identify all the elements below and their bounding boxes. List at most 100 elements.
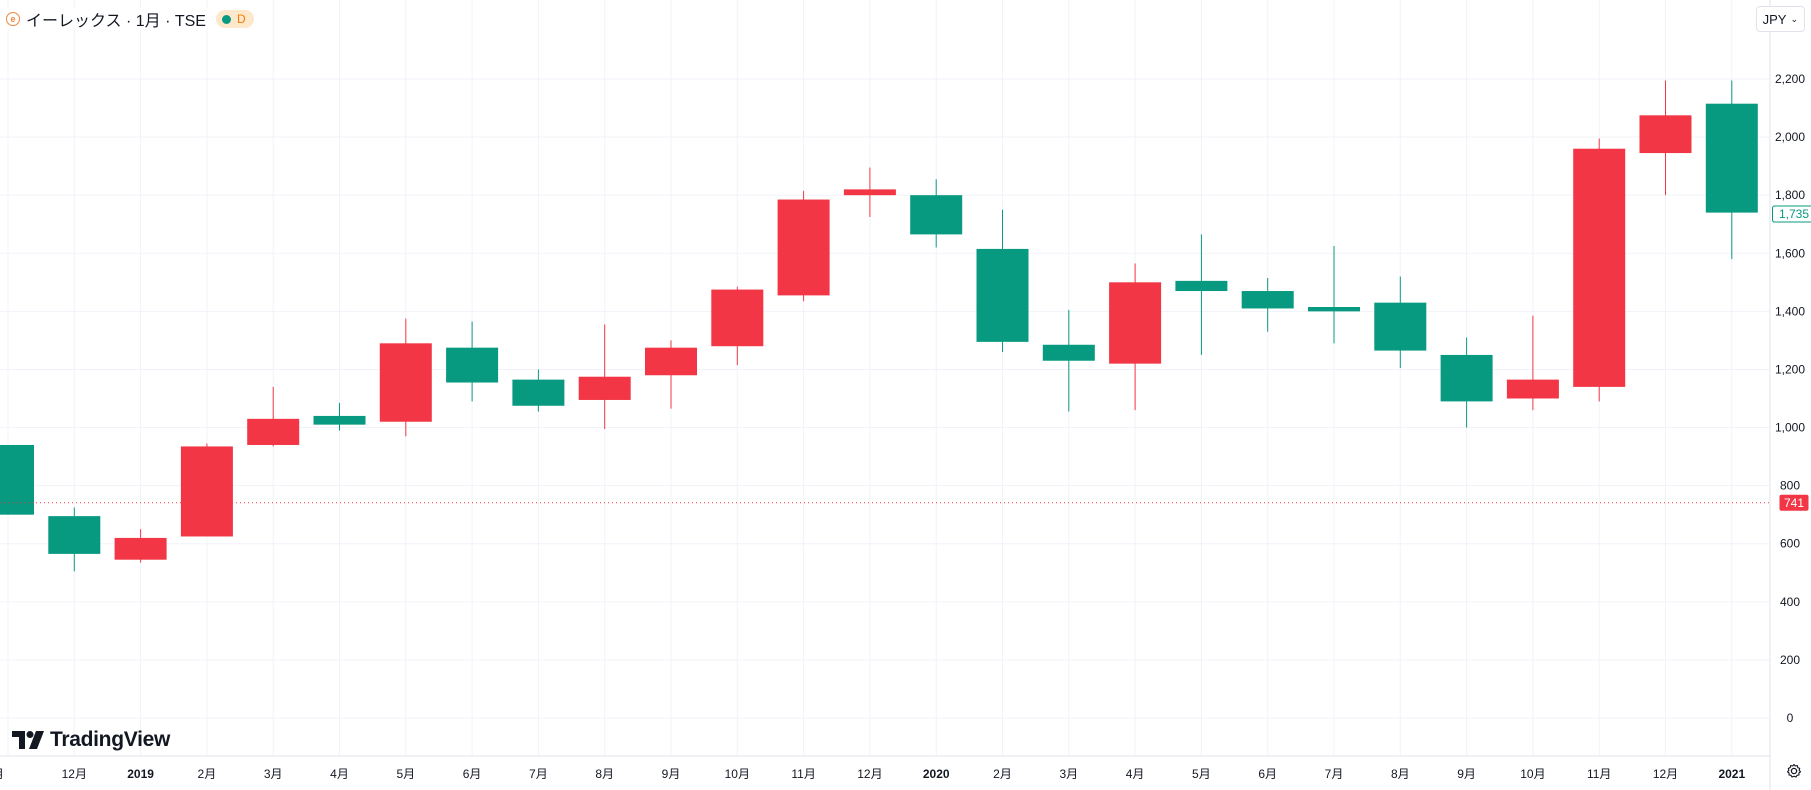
time-axis[interactable]: 月 12月 2019 2月 3月 4月 5月 6月 7月 8月 9月 10月 11月 12月 2020 2月 3… [0, 767, 1745, 781]
x-tick-label: 12月 [62, 767, 87, 781]
status-label: D [236, 12, 246, 26]
x-tick-label: 3月 [264, 767, 283, 781]
y-tick-label: 800 [1780, 479, 1800, 493]
candle [313, 402, 366, 431]
x-tick-label: 5月 [396, 767, 415, 781]
candle-body [1705, 103, 1758, 213]
candle [1042, 309, 1095, 412]
candle [1705, 80, 1758, 260]
x-tick-label: 8月 [1391, 767, 1410, 781]
x-tick-label: 7月 [529, 767, 548, 781]
candle-body [512, 379, 565, 406]
x-tick-label: 7月 [1325, 767, 1344, 781]
candle-body [645, 347, 697, 376]
chart-grid [0, 0, 1770, 756]
candle [976, 209, 1029, 353]
price-axis[interactable]: 2,200 2,000 1,800 1,600 1,400 1,200 1,000 800 60… [1775, 72, 1805, 725]
price-label-bg [1772, 205, 1811, 223]
x-tick-label: 2月 [993, 767, 1012, 781]
price-label: 1,735 [1772, 205, 1811, 223]
candle-body [379, 343, 432, 422]
y-tick-label: 1,600 [1775, 246, 1805, 260]
candle-body [313, 415, 366, 425]
candle [379, 318, 432, 437]
candle [512, 369, 565, 412]
candle [114, 529, 167, 563]
x-tick-label: 6月 [1258, 767, 1277, 781]
chevron-down-icon: ⌄ [1790, 13, 1798, 24]
candle-body [1175, 280, 1228, 292]
x-tick-label: 9月 [662, 767, 681, 781]
tradingview-mark-icon [12, 731, 44, 749]
x-tick-label: 3月 [1059, 767, 1078, 781]
x-tick-label: 8月 [595, 767, 614, 781]
x-tick-label: 11月 [1587, 767, 1611, 781]
candle-body [711, 289, 764, 347]
x-tick-label: 月 [0, 767, 4, 781]
y-tick-label: 1,200 [1775, 362, 1805, 376]
candle-body [910, 195, 963, 235]
x-tick-label: 12月 [857, 767, 882, 781]
candle [1639, 80, 1692, 196]
candle-body [777, 199, 830, 296]
price-label-text: 1,735 [1779, 207, 1809, 221]
x-tick-label: 10月 [725, 767, 750, 781]
y-tick-label: 1,000 [1775, 421, 1805, 435]
candle [1506, 315, 1559, 411]
x-tick-label: 2020 [923, 767, 950, 781]
candle [48, 507, 101, 572]
candle-body [1109, 282, 1162, 364]
x-tick-label: 4月 [1126, 767, 1145, 781]
candle [1440, 337, 1493, 428]
x-tick-label: 9月 [1457, 767, 1476, 781]
candle [247, 386, 300, 447]
candle [180, 443, 233, 537]
candle [777, 190, 830, 302]
x-tick-label: 12月 [1653, 767, 1678, 781]
y-tick-label: 1,800 [1775, 188, 1805, 202]
market-status-badge[interactable]: D [215, 10, 254, 28]
candle [446, 321, 499, 402]
x-tick-label: 2019 [127, 767, 154, 781]
candle [1374, 276, 1427, 369]
candle-series [0, 80, 1758, 572]
candle [1175, 234, 1228, 355]
symbol-logo-icon: e [6, 12, 20, 26]
x-tick-label: 10月 [1520, 767, 1545, 781]
candle-body [1440, 354, 1493, 402]
candle-body [247, 418, 300, 445]
candle-body [0, 444, 34, 515]
chart-settings-button[interactable] [1783, 760, 1805, 782]
y-tick-label: 2,000 [1775, 130, 1805, 144]
candle [578, 324, 631, 429]
gear-icon [1786, 763, 1802, 778]
x-tick-label: 6月 [463, 767, 482, 781]
market-open-dot-icon [221, 14, 231, 24]
candle [645, 340, 697, 409]
candle-body [578, 376, 631, 400]
y-tick-label: 1,400 [1775, 304, 1805, 318]
candle-body [446, 347, 499, 383]
x-tick-label: 5月 [1192, 767, 1211, 781]
candle-body [1308, 307, 1360, 312]
candle-body [1506, 379, 1559, 399]
symbol-header[interactable]: e イーレックス · 1月 · TSE D [6, 8, 260, 30]
price-label-text: 741 [1784, 496, 1804, 510]
price-label-bg [1779, 494, 1809, 511]
currency-selector[interactable]: JPY ⌄ [1755, 6, 1805, 32]
candle-body [1639, 115, 1692, 154]
candle [843, 167, 896, 217]
candle [711, 286, 764, 366]
x-tick-label: 4月 [330, 767, 349, 781]
candle-body [843, 189, 896, 196]
candle-body [180, 446, 233, 537]
x-tick-label: 11月 [791, 767, 815, 781]
x-tick-label: 2021 [1718, 767, 1745, 781]
tradingview-logo[interactable]: TradingView [12, 728, 170, 752]
candle-body [1241, 291, 1294, 309]
y-tick-label: 0 [1787, 711, 1794, 725]
candle-body [1573, 148, 1626, 387]
price-label: 741 [1779, 494, 1809, 511]
y-tick-label: 400 [1780, 595, 1800, 609]
